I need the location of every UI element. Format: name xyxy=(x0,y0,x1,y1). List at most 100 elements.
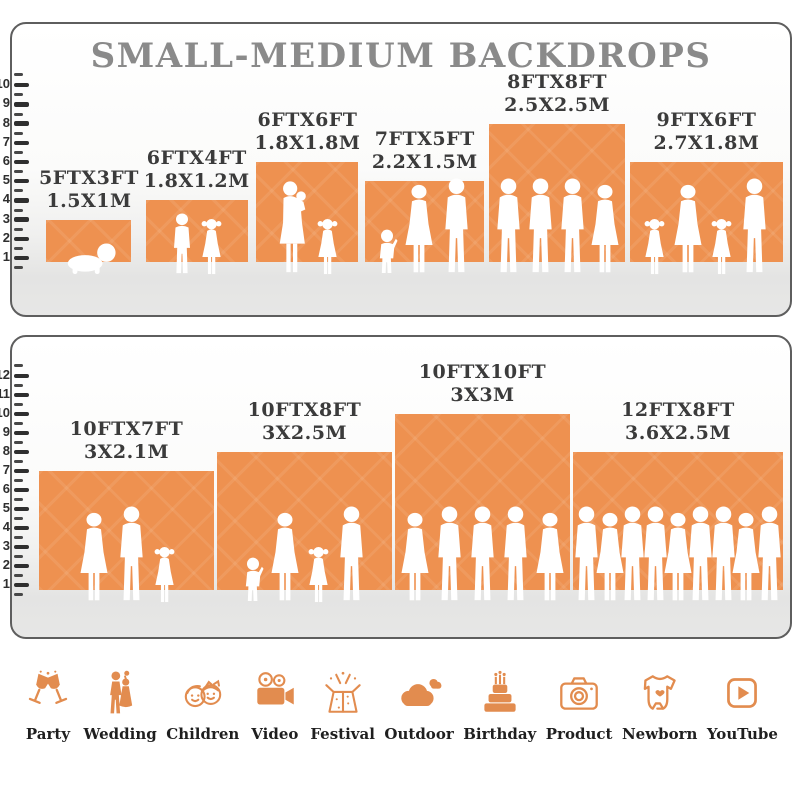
woman-silhouette xyxy=(398,512,432,603)
man-silhouette xyxy=(440,178,473,275)
size-feet: 9FTX6FT xyxy=(656,108,757,131)
ruler-minor-tick xyxy=(14,517,23,520)
girl-silhouette xyxy=(709,218,734,275)
man-silhouette xyxy=(570,506,603,603)
woman-silhouette xyxy=(533,512,567,603)
category-newborn: Newborn xyxy=(622,662,697,743)
category-video: Video xyxy=(249,662,301,743)
ruler-number: 7 xyxy=(2,462,10,477)
ruler-number: 9 xyxy=(2,424,10,439)
backdrop-rectangle xyxy=(256,162,359,275)
backdrop-size-item: 8FTX8FT 2.5X2.5M xyxy=(489,70,626,273)
ruler-major-tick xyxy=(14,255,29,261)
people-silhouettes xyxy=(395,506,570,603)
category-youtube: YouTube xyxy=(707,662,778,743)
category-label: Video xyxy=(251,725,299,743)
ruler-minor-tick xyxy=(14,112,23,116)
ruler-minor-tick xyxy=(14,170,23,174)
ruler-number: 10 xyxy=(0,76,10,92)
size-meters: 1.5X1M xyxy=(46,189,132,212)
people-silhouettes xyxy=(46,242,131,275)
ruler-minor-tick xyxy=(14,441,23,444)
girl-silhouette xyxy=(152,546,177,603)
backdrop-rectangle xyxy=(395,414,570,601)
ruler-number: 10 xyxy=(0,405,10,420)
ruler-major-tick xyxy=(14,121,29,126)
backdrop-size-label: 12FTX8FT 3.6X2.5M xyxy=(621,399,735,445)
ruler-minor-tick xyxy=(14,555,23,558)
size-meters: 1.8X1.8M xyxy=(254,131,361,154)
category-label: Outdoor xyxy=(384,725,454,743)
man-silhouette xyxy=(556,178,589,275)
bars-top: 5FTX3FT 1.5X1M 6FTX4FT 1.8X1.2M 6FTX6FT 1.8X1… xyxy=(39,70,783,275)
ruler-major-tick xyxy=(14,411,29,417)
woman-silhouette xyxy=(593,512,627,603)
backdrop-rectangle xyxy=(46,220,132,275)
people-silhouettes xyxy=(146,213,248,275)
size-feet: 7FTX5FT xyxy=(374,127,475,150)
bars-bottom: 10FTX7FT 3X2.1M 10FTX8FT 3X2.5M 10FTX10FT 3X3… xyxy=(39,360,783,603)
top-size-chart-panel: SMALL-MEDIUM BACKDROPS 1 2 3 4 5 6 7 8 9 10 5FTX3… xyxy=(0,22,792,317)
ruler-major-tick xyxy=(14,198,29,203)
backdrop-rectangle xyxy=(217,452,392,603)
ruler-minor-tick xyxy=(14,422,23,425)
category-label: Party xyxy=(25,725,71,743)
ruler-number: 5 xyxy=(2,172,10,188)
ruler-minor-tick xyxy=(14,208,23,212)
category-label: Wedding xyxy=(83,725,157,743)
size-feet: 6FTX6FT xyxy=(257,108,358,131)
youtube-icon xyxy=(716,662,768,718)
size-feet: 8FTX8FT xyxy=(507,70,608,93)
people-silhouettes xyxy=(573,506,783,603)
wedding-icon xyxy=(94,662,146,718)
woman-silhouette xyxy=(268,512,302,603)
backdrop-size-label: 7FTX5FT 2.2X1.5M xyxy=(372,128,478,174)
category-label: Product xyxy=(545,725,613,743)
crawling-baby-silhouette xyxy=(61,242,117,275)
category-label: Children xyxy=(166,725,240,743)
backdrop-size-label: 6FTX6FT 1.8X1.8M xyxy=(255,109,361,155)
ruler-top: 1 2 3 4 5 6 7 8 9 10 xyxy=(0,24,38,315)
ruler-number: 12 xyxy=(0,367,10,382)
size-feet: 10FTX8FT xyxy=(247,398,362,421)
people-silhouettes xyxy=(256,180,358,275)
ruler-major-tick xyxy=(14,506,29,512)
people-silhouettes xyxy=(630,178,783,275)
ruler-major-tick xyxy=(14,468,29,474)
size-meters: 2.2X1.5M xyxy=(371,150,478,173)
backdrop-size-item: 10FTX7FT 3X2.1M xyxy=(39,418,214,603)
size-feet: 10FTX10FT xyxy=(418,360,547,383)
man-silhouette xyxy=(639,506,672,603)
man-silhouette xyxy=(433,506,466,603)
backdrop-size-label: 9FTX6FT 2.7X1.8M xyxy=(654,109,760,155)
girl-silhouette xyxy=(315,218,340,275)
ruler-number: 4 xyxy=(2,191,10,207)
people-silhouettes xyxy=(217,506,392,603)
category-label: Festival xyxy=(310,725,375,743)
ruler-major-tick xyxy=(14,525,29,531)
backdrop-rectangle xyxy=(489,124,626,273)
bottom-size-chart-panel: 123456789101112 10FTX7FT3X2.1M10FTX8FT3X… xyxy=(0,335,792,639)
size-meters: 3X3M xyxy=(450,383,515,406)
category-party: Party xyxy=(22,662,74,743)
ruler-number: 11 xyxy=(0,386,10,401)
backdrop-size-item: 7FTX5FT 2.2X1.5M xyxy=(365,128,485,274)
ruler-major-tick xyxy=(14,392,29,398)
ruler-major-tick xyxy=(14,563,29,569)
man-silhouette xyxy=(466,506,499,603)
category-label: YouTube xyxy=(706,725,778,743)
ruler-number: 1 xyxy=(2,249,10,264)
ruler-number: 8 xyxy=(2,114,10,130)
ruler-minor-tick xyxy=(14,384,23,387)
ruler-number: 6 xyxy=(2,153,10,168)
size-feet: 5FTX3FT xyxy=(39,166,139,189)
backdrop-size-item: 6FTX4FT 1.8X1.2M xyxy=(144,147,250,275)
video-icon xyxy=(249,662,301,718)
backdrop-rectangle xyxy=(365,178,485,274)
category-wedding: Wedding xyxy=(84,662,157,743)
category-label: Birthday xyxy=(463,725,537,743)
party-icon xyxy=(22,662,74,718)
backdrop-rectangle xyxy=(145,200,248,275)
woman-silhouette xyxy=(588,184,622,275)
